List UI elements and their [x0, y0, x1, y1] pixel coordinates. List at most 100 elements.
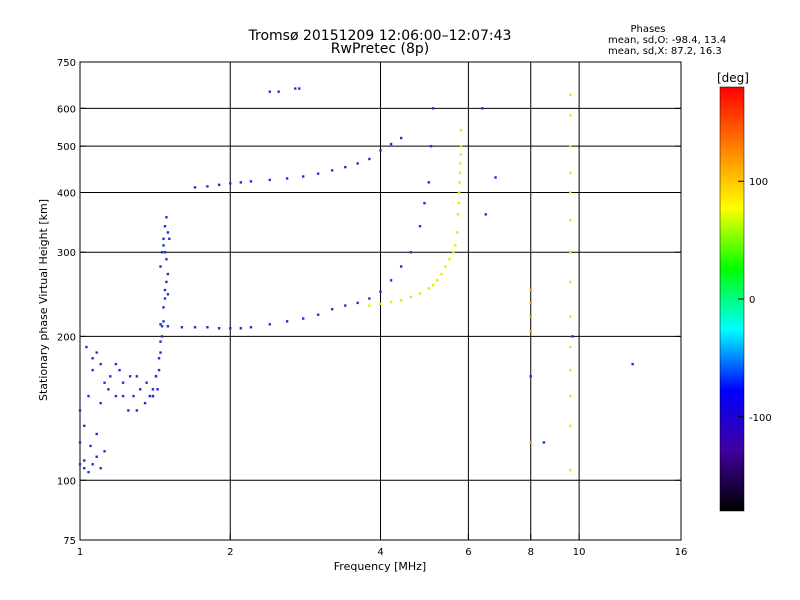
- data-point: [193, 186, 197, 189]
- data-point: [429, 144, 433, 148]
- data-point: [569, 251, 572, 254]
- data-point: [99, 401, 102, 405]
- data-point: [159, 351, 162, 354]
- data-point: [95, 351, 98, 354]
- data-point: [409, 295, 412, 299]
- data-point: [91, 463, 94, 466]
- data-point: [569, 171, 572, 174]
- data-point: [160, 325, 164, 328]
- data-point: [89, 444, 92, 448]
- x-tick-label: 16: [675, 547, 688, 558]
- colorbar-tick-label: 0: [749, 295, 755, 306]
- y-tick-label: 600: [57, 104, 76, 115]
- data-point: [330, 169, 334, 172]
- data-point: [444, 265, 447, 268]
- data-point: [103, 450, 106, 453]
- data-point: [127, 409, 130, 412]
- data-point: [457, 201, 460, 205]
- x-tick-label: 4: [377, 547, 383, 558]
- data-point: [399, 265, 403, 268]
- data-point: [389, 279, 393, 282]
- chart-subtitle: RwPretec (8p): [331, 41, 429, 57]
- data-point: [368, 157, 371, 161]
- data-point: [268, 90, 271, 93]
- data-point: [268, 323, 271, 326]
- data-point: [151, 388, 155, 391]
- data-point: [481, 107, 484, 110]
- data-point: [379, 290, 382, 293]
- data-point: [301, 175, 305, 178]
- data-point: [431, 283, 435, 287]
- data-point: [452, 251, 455, 254]
- y-tick-label: 75: [63, 536, 76, 547]
- series-group: [78, 345, 158, 474]
- colorbar-tick-label: -100: [749, 413, 772, 424]
- x-axis-ticks: 1 2 4 6 8 10 16: [77, 534, 688, 558]
- data-point: [529, 375, 532, 378]
- data-point: [569, 315, 572, 318]
- data-point: [157, 368, 161, 372]
- data-point: [459, 162, 462, 165]
- x-tick-label: 1: [77, 547, 83, 558]
- x-tick-label: 8: [528, 547, 534, 558]
- series-group: [193, 136, 403, 189]
- data-point: [107, 388, 110, 391]
- data-point: [162, 320, 165, 323]
- data-point: [494, 176, 497, 179]
- data-point: [118, 368, 121, 372]
- data-point: [569, 191, 572, 194]
- data-point: [344, 165, 347, 169]
- data-point: [95, 432, 98, 436]
- data-point: [368, 297, 371, 300]
- data-point: [418, 292, 422, 295]
- data-point: [135, 409, 139, 412]
- data-point: [132, 394, 135, 398]
- data-point: [162, 306, 165, 309]
- data-point: [569, 280, 572, 284]
- data-point: [569, 144, 572, 148]
- data-point: [160, 335, 164, 338]
- colorbar-tick-label: 100: [749, 177, 768, 188]
- data-point: [91, 368, 94, 372]
- data-point: [83, 424, 86, 428]
- data-point: [436, 279, 439, 282]
- data-point: [159, 265, 162, 268]
- data-point: [99, 466, 102, 470]
- info-line-x: mean, sd,X: 87.2, 16.3: [608, 46, 722, 57]
- data-point: [389, 300, 393, 304]
- data-point: [206, 326, 209, 329]
- data-point: [154, 375, 158, 378]
- plot-area: 1 2 4 6 8 10 16 75 100 200 300 400 500 600 750: [57, 58, 687, 558]
- data-point: [529, 330, 532, 333]
- data-points: [78, 87, 634, 474]
- data-point: [356, 301, 359, 305]
- data-point: [427, 287, 431, 290]
- colorbar: [deg] 100 0 -100: [717, 71, 772, 512]
- data-point: [217, 327, 221, 330]
- data-point: [166, 231, 170, 234]
- y-tick-label: 200: [57, 332, 76, 343]
- data-point: [143, 401, 147, 405]
- data-point: [569, 93, 572, 97]
- data-point: [529, 288, 532, 292]
- data-point: [229, 182, 232, 185]
- data-point: [542, 441, 546, 444]
- data-point: [145, 381, 148, 384]
- data-point: [165, 216, 168, 219]
- data-point: [114, 362, 118, 366]
- data-point: [165, 280, 168, 284]
- data-point: [409, 251, 412, 254]
- data-point: [78, 441, 82, 444]
- series-group: [151, 216, 171, 398]
- series-group: [159, 107, 435, 330]
- data-point: [399, 299, 403, 302]
- data-point: [459, 153, 462, 156]
- data-point: [448, 258, 451, 261]
- data-point: [159, 340, 162, 343]
- y-tick-label: 500: [57, 142, 76, 153]
- data-point: [268, 178, 271, 182]
- y-tick-label: 400: [57, 188, 76, 199]
- data-point: [109, 375, 112, 378]
- data-point: [163, 288, 167, 292]
